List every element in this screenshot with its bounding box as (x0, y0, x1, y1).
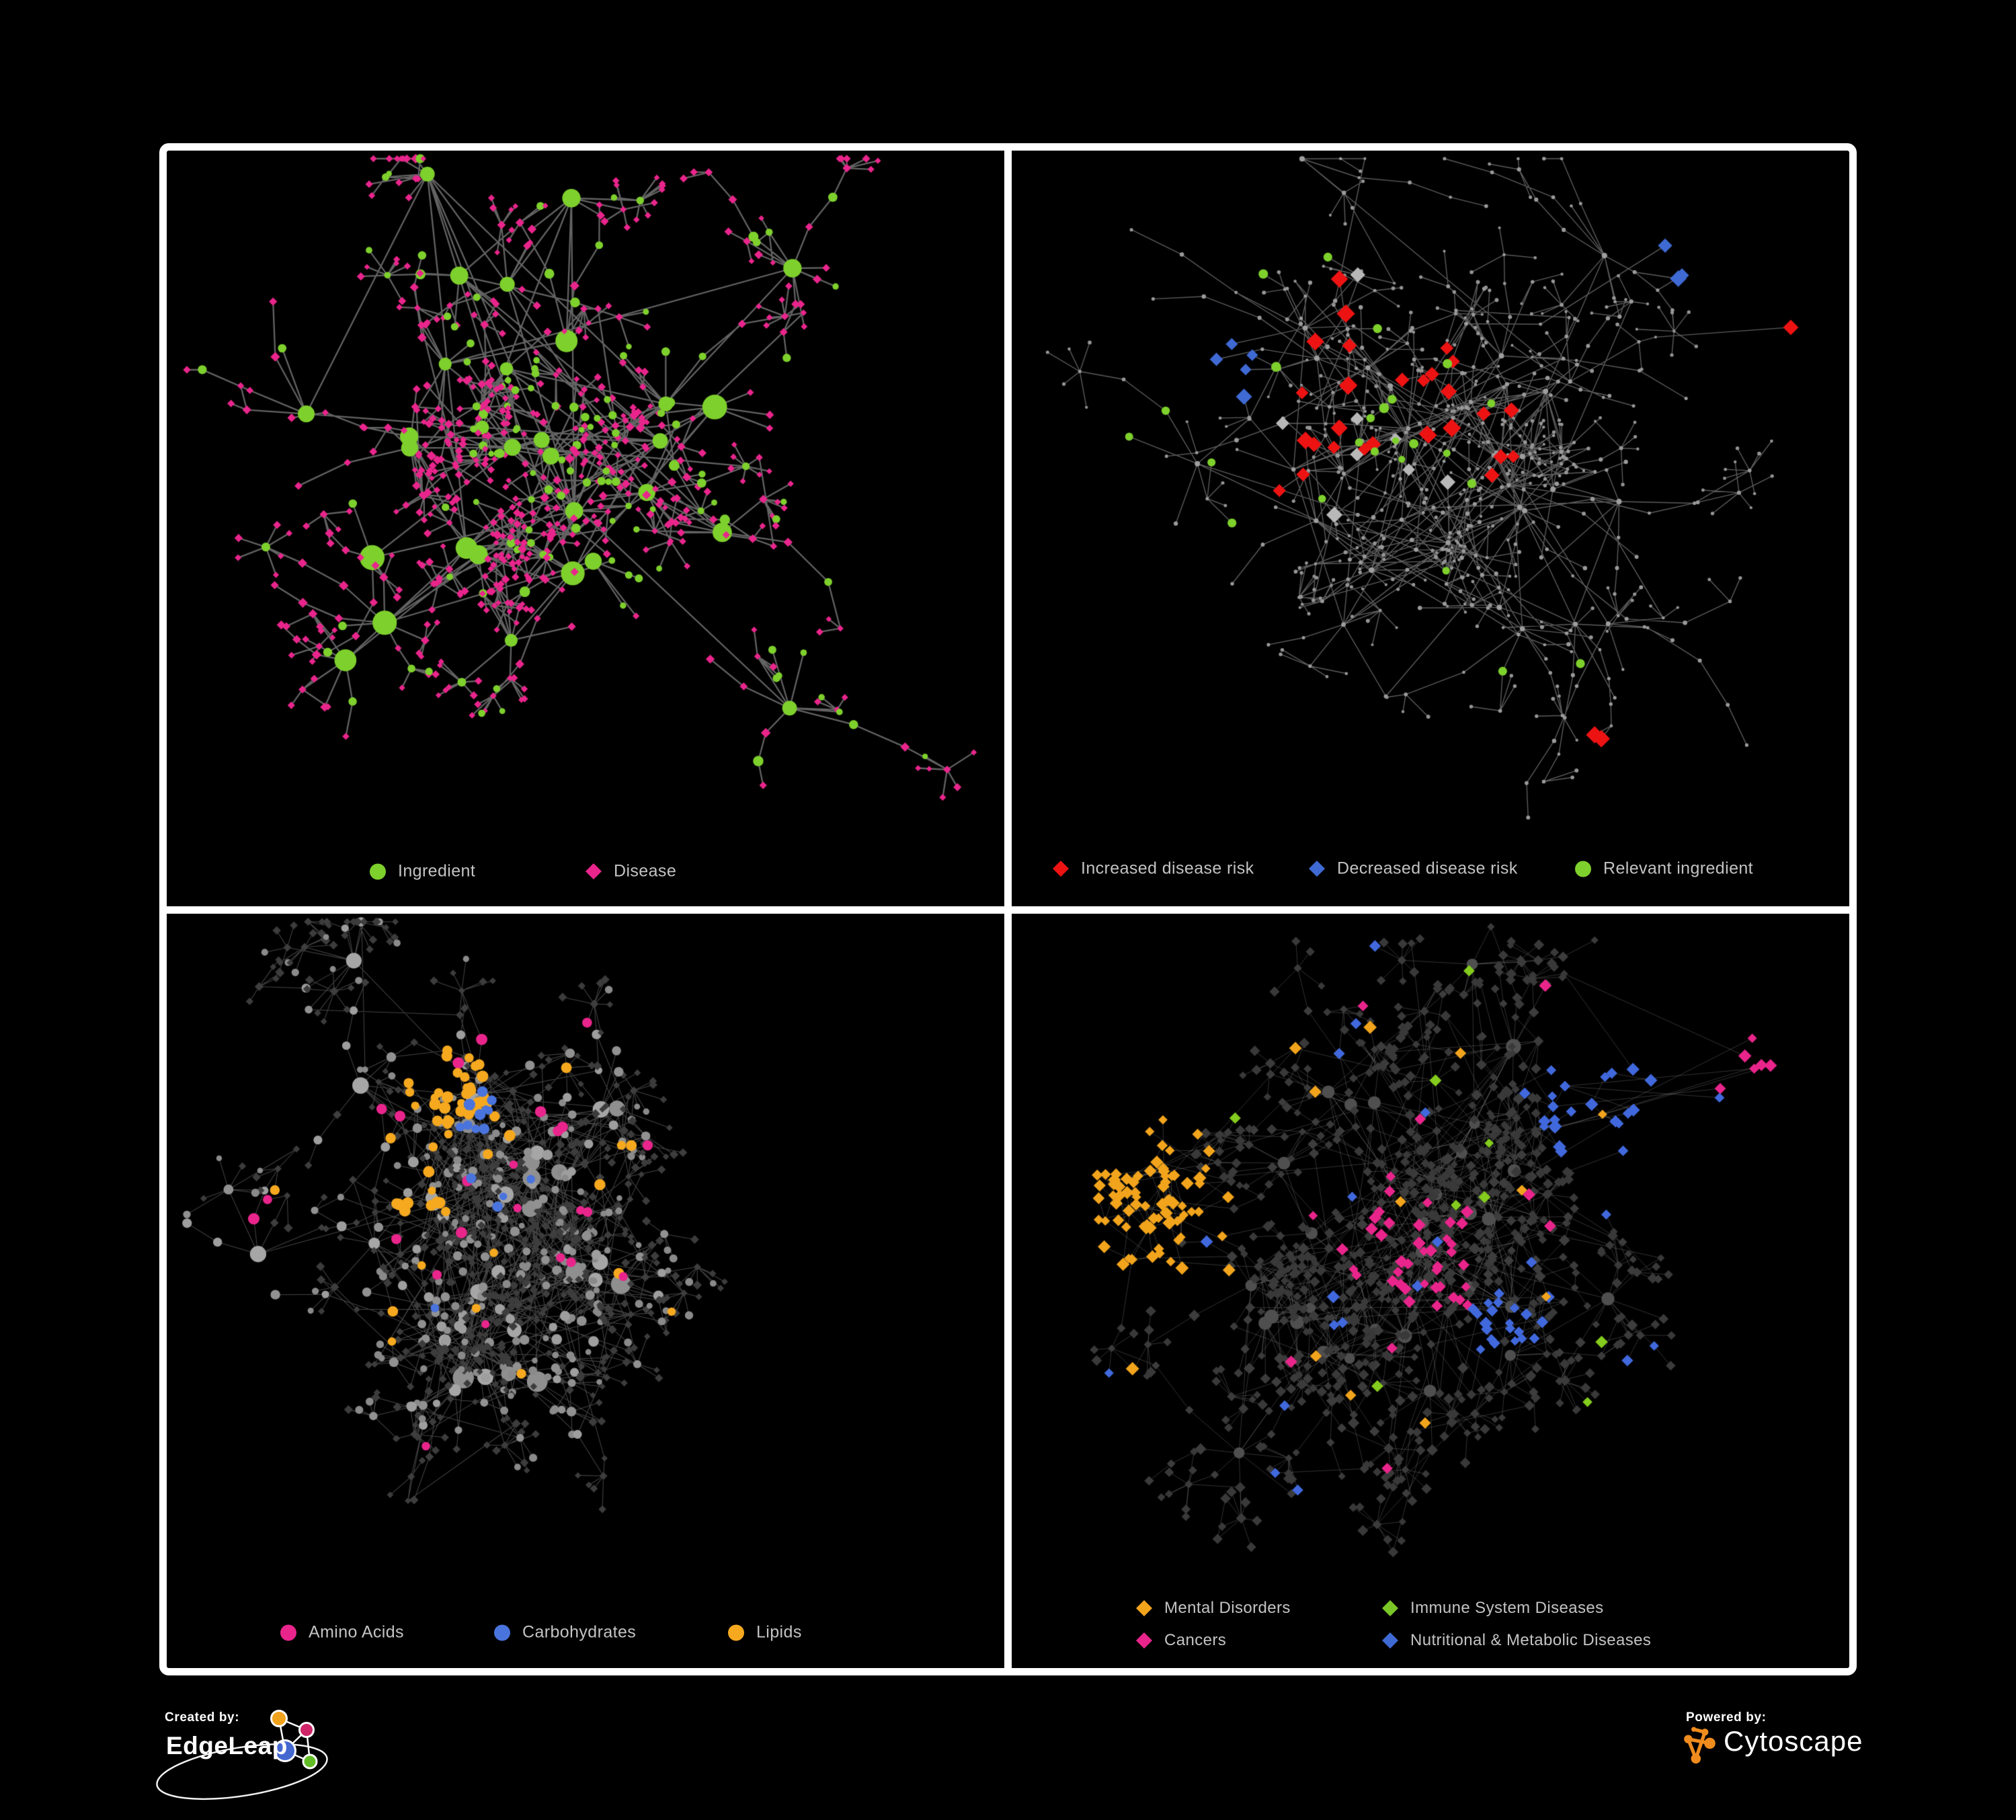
edgeleap-logo-icon (156, 1710, 328, 1801)
legend-label: Relevant ingredient (1603, 859, 1754, 878)
legend-label: Immune System Diseases (1410, 1599, 1604, 1617)
immune-system-diamond-icon (1382, 1600, 1398, 1616)
figure-frame (159, 143, 1857, 1675)
cytoscape-brand-text: Cytoscape (1724, 1725, 1863, 1757)
amino-acids-circle-icon (280, 1624, 296, 1640)
lipids-circle-icon (728, 1624, 744, 1640)
network-panel-disease-risk: Increased disease risk Decreased disease… (1012, 151, 1849, 906)
legend-label: Ingredient (398, 861, 476, 881)
legend-item-mental-disorders: Mental Disorders (1136, 1599, 1291, 1618)
legend-label: Amino Acids (309, 1622, 404, 1642)
relevant-ingredient-circle-icon (1575, 861, 1591, 877)
disease-diamond-icon (586, 863, 602, 879)
network-canvas-nutrient-classes (167, 914, 1004, 1668)
legend-item-relevant-ingredient: Relevant ingredient (1575, 859, 1753, 879)
powered-by-label: Powered by: (1686, 1710, 1767, 1725)
legend-item-cancers: Cancers (1136, 1631, 1226, 1650)
legend-item-carbohydrates: Carbohydrates (494, 1623, 636, 1643)
cytoscape-logo-icon (1684, 1727, 1716, 1764)
network-panel-nutrient-classes: Amino Acids Carbohydrates Lipids (167, 914, 1004, 1668)
edgeleap-brand-text: EdgeLeap (166, 1732, 288, 1759)
network-panel-disease-categories: Mental Disorders Immune System Diseases … (1012, 914, 1849, 1668)
legend-label: Carbohydrates (522, 1622, 637, 1642)
legend-item-disease: Disease (586, 862, 676, 881)
legend-label: Nutritional & Metabolic Diseases (1410, 1631, 1652, 1649)
legend-item-ingredient: Ingredient (370, 862, 475, 881)
network-canvas-disease-risk (1012, 151, 1849, 906)
legend-label: Mental Disorders (1164, 1599, 1291, 1617)
ingredient-circle-icon (370, 863, 386, 879)
created-by-label: Created by: (165, 1710, 240, 1725)
legend-label: Decreased disease risk (1337, 859, 1518, 878)
decreased-risk-diamond-icon (1309, 861, 1325, 877)
network-panel-ingredient-disease: Ingredient Disease (167, 151, 1004, 906)
legend-label: Increased disease risk (1081, 859, 1254, 878)
legend-label: Disease (614, 861, 677, 881)
legend-label: Cancers (1164, 1631, 1227, 1649)
mental-disorders-diamond-icon (1136, 1600, 1152, 1616)
panel-divider-horizontal (163, 906, 1853, 914)
increased-risk-diamond-icon (1053, 861, 1069, 877)
carbohydrates-circle-icon (494, 1624, 510, 1640)
legend-item-increased-risk: Increased disease risk (1053, 859, 1254, 879)
network-canvas-disease-categories (1012, 914, 1849, 1668)
legend-item-decreased-risk: Decreased disease risk (1309, 859, 1518, 879)
legend-item-amino-acids: Amino Acids (280, 1623, 404, 1643)
legend-label: Lipids (756, 1622, 802, 1642)
legend-item-nutritional-metabolic-diseases: Nutritional & Metabolic Diseases (1382, 1631, 1651, 1650)
network-canvas-ingredient-disease (167, 151, 1004, 906)
legend-item-lipids: Lipids (728, 1623, 802, 1643)
nutritional-metabolic-diamond-icon (1382, 1632, 1398, 1649)
legend-item-immune-system-diseases: Immune System Diseases (1382, 1599, 1604, 1618)
cancers-diamond-icon (1136, 1632, 1152, 1649)
